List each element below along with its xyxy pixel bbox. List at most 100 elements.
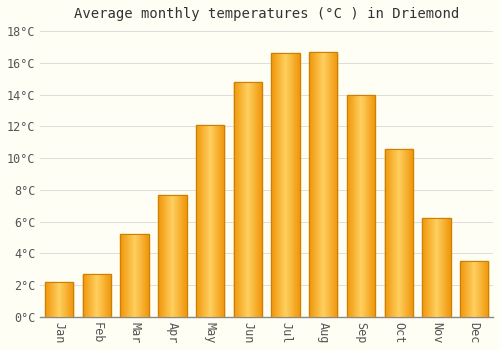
Bar [472,261,473,317]
Bar [208,125,210,317]
Bar [47,282,48,317]
Bar [327,52,328,317]
Bar [237,82,238,317]
Bar [282,53,284,317]
Bar [388,148,389,317]
Bar [236,82,237,317]
Bar [297,53,298,317]
Bar [50,282,51,317]
Bar [330,52,331,317]
Bar [288,53,289,317]
Bar [128,234,129,317]
Bar [437,218,438,317]
Bar [350,94,351,317]
Bar [321,52,322,317]
Bar [158,195,186,317]
Bar [480,261,482,317]
Bar [410,148,411,317]
Bar [322,52,324,317]
Bar [131,234,132,317]
Bar [449,218,450,317]
Bar [411,148,412,317]
Bar [326,52,327,317]
Bar [218,125,220,317]
Bar [126,234,127,317]
Bar [394,148,395,317]
Bar [124,234,126,317]
Bar [161,195,162,317]
Bar [405,148,406,317]
Bar [92,274,94,317]
Bar [331,52,332,317]
Bar [213,125,214,317]
Bar [352,94,353,317]
Bar [404,148,405,317]
Bar [182,195,183,317]
Bar [130,234,131,317]
Bar [401,148,402,317]
Bar [298,53,299,317]
Bar [110,274,111,317]
Bar [246,82,247,317]
Bar [259,82,260,317]
Bar [479,261,480,317]
Bar [242,82,243,317]
Bar [181,195,182,317]
Bar [290,53,291,317]
Bar [396,148,398,317]
Bar [423,218,424,317]
Bar [144,234,145,317]
Bar [249,82,250,317]
Bar [253,82,254,317]
Bar [139,234,140,317]
Bar [279,53,280,317]
Bar [384,148,413,317]
Bar [83,274,84,317]
Bar [478,261,479,317]
Bar [438,218,440,317]
Bar [445,218,446,317]
Bar [83,274,111,317]
Bar [296,53,297,317]
Bar [84,274,85,317]
Bar [312,52,314,317]
Bar [333,52,334,317]
Bar [316,52,317,317]
Bar [324,52,326,317]
Bar [210,125,211,317]
Bar [473,261,474,317]
Bar [309,52,310,317]
Bar [412,148,413,317]
Bar [336,52,338,317]
Bar [235,82,236,317]
Bar [176,195,178,317]
Bar [280,53,281,317]
Bar [284,53,285,317]
Bar [374,94,375,317]
Bar [353,94,354,317]
Bar [215,125,216,317]
Bar [97,274,98,317]
Bar [238,82,240,317]
Bar [361,94,362,317]
Bar [245,82,246,317]
Bar [434,218,435,317]
Bar [65,282,66,317]
Bar [484,261,485,317]
Bar [104,274,106,317]
Bar [348,94,349,317]
Bar [148,234,149,317]
Bar [424,218,425,317]
Bar [163,195,164,317]
Bar [408,148,410,317]
Bar [366,94,368,317]
Bar [390,148,391,317]
Bar [198,125,199,317]
Bar [45,282,74,317]
Bar [206,125,208,317]
Bar [101,274,102,317]
Bar [255,82,256,317]
Bar [164,195,166,317]
Bar [347,94,375,317]
Bar [286,53,287,317]
